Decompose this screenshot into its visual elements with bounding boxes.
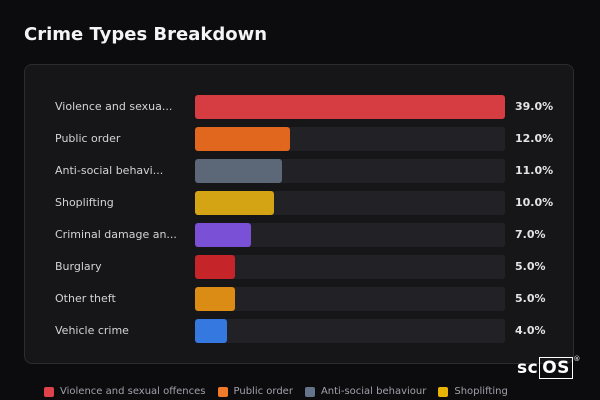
value-label: 12.0% (515, 132, 554, 145)
legend-item[interactable]: Public order (217, 386, 293, 397)
legend-label: Anti-social behaviour (320, 386, 427, 397)
bar-track (195, 159, 505, 183)
bar-track (195, 127, 505, 151)
category-label: Other theft (55, 292, 116, 305)
logo-boxed: OS (539, 357, 573, 379)
bar-row: Shoplifting 10.0% (25, 191, 575, 215)
legend-swatch (438, 386, 449, 397)
bar[interactable] (195, 255, 235, 279)
category-label: Vehicle crime (55, 324, 129, 337)
bar-row: Anti-social behavi... 11.0% (25, 159, 575, 183)
scos-logo: sc OS ® (517, 355, 580, 379)
bar-track (195, 255, 505, 279)
chart-legend: Violence and sexual offences Public order… (44, 386, 508, 397)
logo-registered-mark: ® (573, 355, 581, 363)
category-label: Public order (55, 132, 121, 145)
bar-row: Burglary 5.0% (25, 255, 575, 279)
category-label: Burglary (55, 260, 102, 273)
value-label: 11.0% (515, 164, 554, 177)
legend-swatch (217, 386, 228, 397)
bar-track (195, 319, 505, 343)
legend-item[interactable]: Anti-social behaviour (304, 386, 427, 397)
logo-prefix: sc (517, 358, 539, 378)
chart-panel: Violence and sexua... 39.0% Public order 12… (24, 64, 574, 364)
legend-label: Public order (233, 386, 293, 397)
bar[interactable] (195, 223, 251, 247)
bar-row: Vehicle crime 4.0% (25, 319, 575, 343)
bar-track (195, 287, 505, 311)
bar[interactable] (195, 95, 505, 119)
category-label: Anti-social behavi... (55, 164, 164, 177)
bar[interactable] (195, 287, 235, 311)
legend-label: Shoplifting (454, 386, 508, 397)
legend-item[interactable]: Shoplifting (438, 386, 508, 397)
legend-swatch (304, 386, 315, 397)
bar-row: Criminal damage an... 7.0% (25, 223, 575, 247)
bar-row: Violence and sexua... 39.0% (25, 95, 575, 119)
bar-row: Public order 12.0% (25, 127, 575, 151)
value-label: 7.0% (515, 228, 546, 241)
bar[interactable] (195, 159, 283, 183)
value-label: 10.0% (515, 196, 554, 209)
category-label: Shoplifting (55, 196, 114, 209)
value-label: 4.0% (515, 324, 546, 337)
category-label: Violence and sexua... (55, 100, 173, 113)
bar[interactable] (195, 319, 227, 343)
bar[interactable] (195, 191, 275, 215)
bar-track (195, 95, 505, 119)
bar[interactable] (195, 127, 291, 151)
value-label: 5.0% (515, 292, 546, 305)
category-label: Criminal damage an... (55, 228, 177, 241)
value-label: 5.0% (515, 260, 546, 273)
legend-swatch (44, 386, 54, 397)
bar-track (195, 191, 505, 215)
legend-label: Violence and sexual offences (60, 386, 206, 397)
bar-row: Other theft 5.0% (25, 287, 575, 311)
chart-title: Crime Types Breakdown (24, 24, 268, 45)
bar-track (195, 223, 505, 247)
value-label: 39.0% (515, 100, 554, 113)
legend-item[interactable]: Violence and sexual offences (44, 386, 206, 397)
